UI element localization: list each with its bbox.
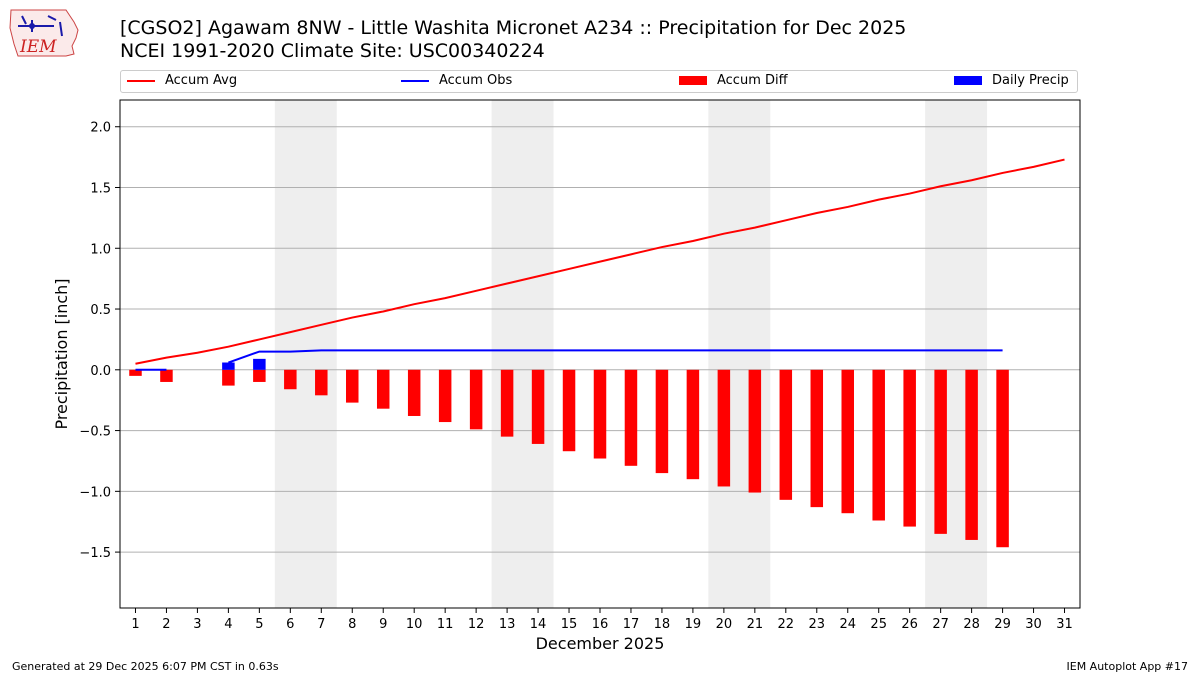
accum-diff-bar-day-18: [655, 369, 669, 474]
accum-diff-bar-day-28: [965, 369, 978, 540]
ytick-label-6: 1.5: [90, 182, 111, 197]
xtick-label-day-1: 1: [131, 617, 139, 632]
xtick-label-day-15: 15: [561, 617, 578, 632]
accum-diff-bar-day-2: [160, 369, 173, 382]
accum-diff-bar-day-25: [872, 369, 885, 521]
legend-label-accum-obs: Accum Obs: [439, 73, 513, 88]
xtick-label-day-28: 28: [963, 617, 980, 632]
ytick-label-3: 0.0: [90, 364, 111, 379]
ytick-label-2: −0.5: [79, 425, 111, 440]
xtick-label-day-18: 18: [654, 617, 671, 632]
footer-app-text: IEM Autoplot App #17: [1066, 660, 1189, 673]
legend-item-daily-precip: Daily Precip: [954, 73, 1069, 88]
accum-diff-bar-day-16: [593, 369, 607, 459]
xtick-label-day-4: 4: [224, 617, 232, 632]
accum-diff-bar-day-14: [531, 369, 545, 444]
iem-logo: IEM: [9, 9, 79, 57]
legend-swatch-accum-obs: [401, 79, 429, 82]
xtick-label-day-3: 3: [193, 617, 201, 632]
accum-diff-bar-day-22: [779, 369, 793, 500]
legend-swatch-accum-avg: [127, 79, 155, 82]
xtick-label-day-9: 9: [379, 617, 387, 632]
xtick-label-day-25: 25: [870, 617, 887, 632]
accum-diff-bar-day-29: [996, 369, 1009, 548]
ytick-label-4: 0.5: [90, 303, 111, 318]
ytick-label-0: −1.5: [79, 546, 111, 561]
xtick-label-day-19: 19: [685, 617, 702, 632]
xtick-label-day-29: 29: [994, 617, 1011, 632]
accum-diff-bar-day-10: [407, 369, 421, 416]
xtick-label-day-12: 12: [468, 617, 485, 632]
legend-label-daily-precip: Daily Precip: [992, 73, 1069, 88]
xtick-label-day-8: 8: [348, 617, 356, 632]
xtick-label-day-31: 31: [1056, 617, 1073, 632]
accum-diff-bar-day-27: [934, 369, 947, 534]
daily-precip-bar-day-4: [222, 362, 235, 370]
xtick-label-day-10: 10: [406, 617, 423, 632]
xtick-label-day-13: 13: [499, 617, 516, 632]
accum-diff-bar-day-23: [810, 369, 824, 508]
legend-label-accum-diff: Accum Diff: [717, 73, 788, 88]
accum-diff-bar-day-7: [315, 369, 328, 396]
legend-item-accum-diff: Accum Diff: [679, 73, 788, 88]
accum-diff-bar-day-6: [284, 369, 297, 390]
weekend-shade-0: [274, 100, 337, 608]
footer-generated-text: Generated at 29 Dec 2025 6:07 PM CST in …: [12, 660, 279, 673]
legend-item-accum-obs: Accum Obs: [401, 73, 512, 88]
daily-precip-bar-day-5: [253, 358, 266, 370]
xtick-label-day-14: 14: [530, 617, 547, 632]
xtick-label-day-17: 17: [623, 617, 640, 632]
accum-diff-bar-day-8: [346, 369, 359, 403]
xtick-label-day-6: 6: [286, 617, 294, 632]
accum-diff-bar-day-20: [717, 369, 731, 487]
accum-avg-line-segment-0: [135, 158, 1065, 365]
xtick-label-day-24: 24: [839, 617, 856, 632]
accum-diff-bar-day-5: [253, 369, 266, 382]
accum-diff-bar-day-21: [748, 369, 762, 493]
chart-subtitle: NCEI 1991-2020 Climate Site: USC00340224: [120, 40, 545, 62]
xtick-label-day-11: 11: [437, 617, 454, 632]
chart-title: [CGSO2] Agawam 8NW - Little Washita Micr…: [120, 17, 907, 39]
legend-swatch-accum-diff: [679, 76, 707, 85]
x-axis-label: December 2025: [536, 634, 665, 653]
accum-diff-bar-day-24: [841, 369, 854, 514]
xtick-label-day-7: 7: [317, 617, 325, 632]
accum-diff-bar-day-1: [129, 369, 142, 376]
legend-swatch-daily-precip: [954, 76, 982, 85]
accum-diff-bar-day-17: [624, 369, 638, 466]
xtick-label-day-5: 5: [255, 617, 263, 632]
ytick-label-5: 1.0: [90, 242, 111, 257]
logo-text: IEM: [19, 37, 57, 57]
ytick-label-7: 2.0: [90, 121, 111, 136]
weekend-shade-1: [491, 100, 554, 608]
xtick-label-day-20: 20: [716, 617, 733, 632]
legend-item-accum-avg: Accum Avg: [127, 73, 237, 88]
legend-label-accum-avg: Accum Avg: [165, 73, 238, 88]
accum-diff-bar-day-19: [686, 369, 700, 480]
xtick-label-day-22: 22: [778, 617, 795, 632]
iowa-outline-icon: [9, 9, 79, 57]
accum-diff-bar-day-26: [903, 369, 916, 527]
xtick-label-day-23: 23: [809, 617, 826, 632]
accum-diff-bar-day-12: [469, 369, 483, 430]
legend: Accum Avg Accum Obs Accum Diff Daily Pre…: [120, 70, 1078, 93]
weekend-shade-2: [708, 100, 771, 608]
xtick-label-day-2: 2: [162, 617, 170, 632]
xtick-label-day-30: 30: [1025, 617, 1042, 632]
accum-obs-line-segment-1: [228, 349, 1003, 364]
xtick-label-day-16: 16: [592, 617, 609, 632]
y-axis-label: Precipitation [inch]: [52, 278, 71, 429]
accum-diff-bar-day-15: [562, 369, 576, 452]
ytick-label-1: −1.0: [79, 485, 111, 500]
accum-diff-bar-day-4: [222, 369, 235, 386]
accum-diff-bar-day-9: [376, 369, 390, 409]
xtick-label-day-26: 26: [901, 617, 918, 632]
xtick-label-day-21: 21: [747, 617, 764, 632]
xtick-label-day-27: 27: [932, 617, 949, 632]
accum-diff-bar-day-13: [500, 369, 514, 437]
accum-diff-bar-day-11: [438, 369, 452, 423]
